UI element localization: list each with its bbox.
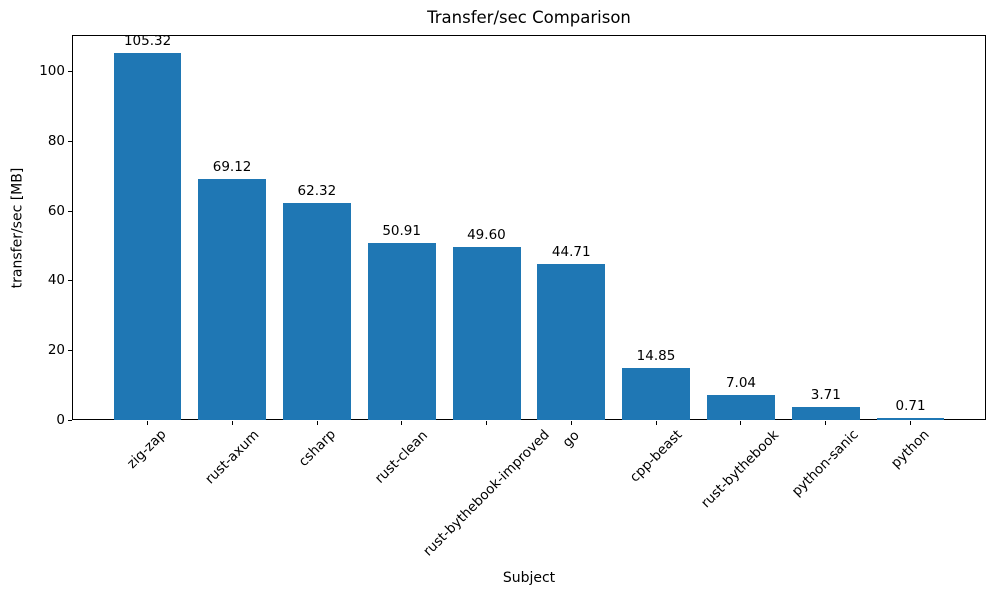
x-tick bbox=[401, 421, 403, 425]
y-tick bbox=[68, 210, 72, 212]
bar bbox=[452, 247, 521, 420]
x-tick-label: rust-bythebook-improved bbox=[419, 427, 553, 560]
y-tick-label: 60 bbox=[47, 202, 65, 219]
y-tick-label: 20 bbox=[47, 341, 65, 358]
x-tick-label: rust-clean bbox=[371, 427, 431, 487]
y-tick-label: 80 bbox=[47, 133, 65, 150]
bar-value-label: 69.12 bbox=[212, 159, 252, 176]
chart-title: Transfer/sec Comparison bbox=[427, 8, 631, 27]
bar-value-label: 50.91 bbox=[382, 222, 421, 239]
x-tick bbox=[231, 421, 233, 425]
bar-value-label: 14.85 bbox=[636, 348, 676, 365]
x-tick-label: go bbox=[559, 427, 583, 451]
x-tick bbox=[910, 421, 912, 425]
bar bbox=[198, 179, 267, 420]
bar bbox=[113, 53, 182, 420]
bar-value-label: 49.60 bbox=[467, 227, 506, 244]
bar-value-label: 62.32 bbox=[297, 183, 337, 200]
y-tick bbox=[68, 280, 72, 282]
bar bbox=[707, 395, 775, 420]
x-tick-label: rust-bythebook bbox=[698, 427, 783, 512]
x-tick bbox=[655, 421, 657, 425]
bar-value-label: 44.71 bbox=[551, 244, 591, 261]
x-tick bbox=[570, 421, 572, 425]
x-axis-label: Subject bbox=[502, 570, 556, 586]
y-tick-label: 0 bbox=[56, 411, 65, 428]
y-axis-label: transfer/sec [MB] bbox=[9, 167, 25, 288]
x-tick bbox=[316, 421, 318, 425]
x-tick-label: python-sanic bbox=[789, 426, 862, 500]
x-tick bbox=[146, 421, 148, 425]
x-tick-label: csharp bbox=[295, 426, 339, 471]
x-tick bbox=[740, 421, 742, 425]
bar bbox=[537, 264, 606, 420]
y-tick bbox=[68, 71, 72, 73]
y-tick bbox=[68, 349, 72, 351]
bar bbox=[283, 203, 351, 420]
bar-value-label: 7.04 bbox=[725, 375, 757, 392]
x-tick bbox=[486, 421, 488, 425]
bar bbox=[791, 407, 860, 420]
bar bbox=[622, 368, 691, 420]
bar-value-label: 105.32 bbox=[123, 33, 172, 50]
y-tick-label: 40 bbox=[47, 272, 65, 289]
y-tick-label: 100 bbox=[39, 63, 65, 80]
y-tick bbox=[68, 141, 72, 143]
x-tick bbox=[825, 421, 827, 425]
x-tick-label: cpp-beast bbox=[626, 427, 686, 486]
y-tick bbox=[68, 419, 72, 421]
bar-value-label: 3.71 bbox=[810, 387, 841, 404]
bar bbox=[367, 242, 436, 420]
bar-value-label: 0.71 bbox=[895, 397, 926, 414]
x-tick-label: python bbox=[887, 426, 933, 472]
x-tick-label: rust-axum bbox=[201, 426, 263, 488]
bar bbox=[876, 417, 945, 420]
x-tick-label: zig-zap bbox=[124, 426, 170, 473]
